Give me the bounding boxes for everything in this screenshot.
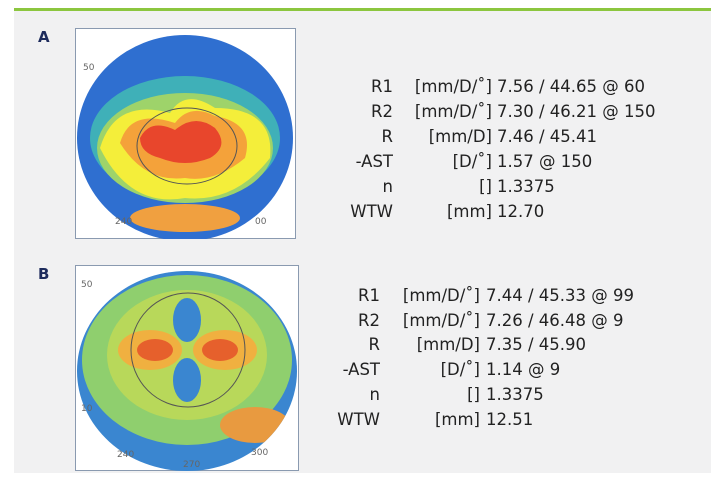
parameter-value: 7.35 / 45.90 <box>486 335 586 354</box>
parameter-row: -AST [D/˚] 1.14 @ 9 <box>0 360 711 382</box>
parameter-unit: [mm/D/˚] <box>415 102 492 121</box>
parameter-unit: [mm/D] <box>429 127 492 146</box>
parameter-row: R2 [mm/D/˚] 7.26 / 46.48 @ 9 <box>0 311 711 333</box>
parameter-name: n <box>370 385 380 404</box>
parameter-unit: [mm/D] <box>417 335 480 354</box>
parameter-name: R2 <box>371 102 393 121</box>
parameter-name: WTW <box>350 202 393 221</box>
parameter-name: R2 <box>358 311 380 330</box>
parameter-value: 7.30 / 46.21 @ 150 <box>497 102 656 121</box>
parameter-unit: [D/˚] <box>441 360 480 379</box>
parameter-value: 1.14 @ 9 <box>486 360 560 379</box>
parameter-row: WTW [mm] 12.70 <box>0 202 711 224</box>
parameter-row: R [mm/D] 7.46 / 45.41 <box>0 127 711 149</box>
panel-label: A <box>38 28 50 46</box>
parameter-value: 7.46 / 45.41 <box>497 127 597 146</box>
parameter-name: R <box>369 335 380 354</box>
parameter-row: R1 [mm/D/˚] 7.44 / 45.33 @ 99 <box>0 286 711 308</box>
parameter-value: 12.70 <box>497 202 544 221</box>
parameter-unit: [mm/D/˚] <box>403 286 480 305</box>
map-label: 240 <box>117 450 134 460</box>
parameter-value: 12.51 <box>486 410 533 429</box>
parameter-name: R1 <box>371 77 393 96</box>
parameter-unit: [mm] <box>447 202 492 221</box>
map-label: 50 <box>83 63 95 73</box>
parameter-name: n <box>383 177 393 196</box>
parameter-row: R [mm/D] 7.35 / 45.90 <box>0 335 711 357</box>
parameter-row: R1 [mm/D/˚] 7.56 / 44.65 @ 60 <box>0 77 711 99</box>
parameter-value: 1.3375 <box>486 385 544 404</box>
parameter-name: R1 <box>358 286 380 305</box>
parameter-row: R2 [mm/D/˚] 7.30 / 46.21 @ 150 <box>0 102 711 124</box>
panel-label: B <box>38 265 49 283</box>
figure: 5024000 5010240270300 AR1[mm/D/˚]7.56 / … <box>0 0 711 492</box>
map-label: 300 <box>251 448 268 458</box>
parameter-value: 7.44 / 45.33 @ 99 <box>486 286 634 305</box>
parameter-row: n [] 1.3375 <box>0 385 711 407</box>
parameter-row: n [] 1.3375 <box>0 177 711 199</box>
parameter-unit: [mm/D/˚] <box>403 311 480 330</box>
parameter-value: 1.57 @ 150 <box>497 152 592 171</box>
parameter-row: -AST [D/˚] 1.57 @ 150 <box>0 152 711 174</box>
parameter-name: R <box>382 127 393 146</box>
parameter-unit: [] <box>467 385 480 404</box>
parameter-name: WTW <box>337 410 380 429</box>
parameter-unit: [mm/D/˚] <box>415 77 492 96</box>
parameter-unit: [] <box>479 177 492 196</box>
parameter-value: 1.3375 <box>497 177 555 196</box>
parameter-unit: [mm] <box>435 410 480 429</box>
parameter-name: -AST <box>356 152 393 171</box>
map-label: 270 <box>183 460 200 470</box>
parameter-value: 7.56 / 44.65 @ 60 <box>497 77 645 96</box>
parameter-unit: [D/˚] <box>453 152 492 171</box>
parameter-value: 7.26 / 46.48 @ 9 <box>486 311 624 330</box>
parameter-row: WTW [mm] 12.51 <box>0 410 711 432</box>
parameter-name: -AST <box>343 360 380 379</box>
